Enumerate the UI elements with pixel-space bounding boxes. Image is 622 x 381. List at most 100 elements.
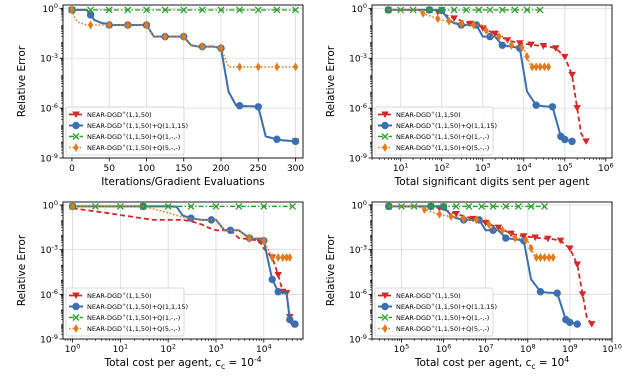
data-point: [256, 62, 261, 71]
data-point: [549, 104, 555, 110]
legend-item-2: NEAR-DGD+(1,1,50)+Q(1,1,15): [69, 121, 188, 130]
x-tick-label: 101: [113, 342, 129, 355]
x-tick-label: 104: [256, 342, 272, 355]
legend-label: NEAR-DGD+(1,1,50)+Q(5,-,-): [87, 143, 180, 152]
x-tick-label: 102: [160, 342, 176, 355]
legend-label: NEAR-DGD+(1,1,50)+Q(1,1,15): [87, 302, 188, 311]
data-point: [562, 136, 568, 142]
data-point: [287, 316, 293, 322]
chart-panel-2: 101 102 103 104 105 106 100 10-3 10-6 10-9 Total s…: [325, 2, 614, 188]
y-tick-label: 100: [42, 2, 58, 15]
legend-label: NEAR-DGD+(1,1,50): [396, 110, 461, 119]
legend: NEAR-DGD+(1,1,50) NEAR-DGD+(1,1,50)+Q(1,1…: [66, 107, 188, 155]
legend-label: NEAR-DGD+(1,1,50)+Q(1,-,-): [396, 132, 489, 141]
data-point: [503, 235, 509, 241]
x-tick-label: 104: [516, 161, 532, 174]
data-point: [568, 72, 576, 79]
x-tick-label: 50: [103, 164, 115, 174]
data-point: [292, 138, 298, 144]
data-point: [435, 14, 440, 23]
y-tick-label: 10-9: [349, 152, 367, 165]
data-point: [542, 203, 548, 209]
data-point: [88, 20, 93, 29]
y-axis-label: Relative Error: [325, 45, 337, 117]
legend-marker: [73, 122, 79, 128]
data-point: [551, 253, 556, 262]
x-axis-label: Total cost per agent, cc = 104: [414, 355, 570, 371]
series-4: [70, 202, 292, 262]
x-tick-label: 109: [562, 342, 578, 355]
data-point: [255, 104, 261, 110]
data-point: [574, 262, 582, 269]
data-point: [554, 290, 560, 296]
data-point: [588, 321, 596, 328]
x-tick-label: 0: [69, 164, 75, 174]
legend: NEAR-DGD+(1,1,50) NEAR-DGD+(1,1,50)+Q(1,1…: [375, 288, 497, 336]
x-tick-label: 106: [598, 161, 614, 174]
data-point: [275, 289, 281, 295]
data-point: [542, 253, 547, 262]
legend-marker: [382, 122, 388, 128]
chart-panel-1: 0 50 100 150 200 250 30010010-310-610-9Iterati…: [16, 2, 304, 188]
legend-label: NEAR-DGD+(1,1,50): [396, 291, 461, 300]
data-point: [582, 138, 590, 145]
legend-label: NEAR-DGD+(1,1,50)+Q(1,-,-): [87, 132, 180, 141]
y-tick-label: 10-3: [40, 244, 58, 257]
legend-label: NEAR-DGD+(1,1,50)+Q(1,1,15): [87, 121, 188, 130]
y-tick-label: 10-3: [349, 244, 367, 257]
x-tick-label: 1010: [602, 342, 622, 355]
x-tick-label: 107: [478, 342, 494, 355]
legend-label: NEAR-DGD+(1,1,50)+Q(5,-,-): [87, 324, 180, 333]
x-axis-label: Total significant digits sent per agent: [394, 176, 590, 188]
y-tick-label: 10-6: [40, 102, 58, 115]
data-point: [566, 245, 574, 252]
y-tick-label: 10-3: [349, 52, 367, 65]
data-point: [274, 62, 279, 71]
legend-marker: [382, 303, 388, 309]
data-point: [276, 253, 281, 262]
x-tick-label: 150: [175, 164, 192, 174]
legend-label: NEAR-DGD+(1,1,50)+Q(5,-,-): [396, 143, 489, 152]
data-point: [292, 321, 298, 327]
x-tick-label: 300: [287, 164, 304, 174]
y-axis-label: Relative Error: [325, 234, 337, 306]
x-tick-label: 101: [393, 161, 409, 174]
legend-item-2: NEAR-DGD+(1,1,50)+Q(1,1,15): [69, 302, 188, 311]
x-tick-label: 100: [138, 164, 155, 174]
y-tick-label: 10-6: [40, 288, 58, 301]
y-tick-label: 100: [42, 199, 58, 212]
chart-panel-4: 105 106 107 108 109 101010010-310-610-9Total …: [325, 199, 622, 371]
chart-panel-3: 100 101 102 103 104 100 10-3 10-6 10-9 Total cost…: [16, 199, 303, 371]
data-point: [567, 319, 573, 325]
legend-item-2: NEAR-DGD+(1,1,50)+Q(1,1,15): [378, 302, 497, 311]
x-tick-label: 103: [475, 161, 491, 174]
data-point: [274, 136, 280, 142]
legend-label: NEAR-DGD+(1,1,50)+Q(1,1,15): [396, 121, 497, 130]
data-point: [437, 210, 442, 219]
legend-marker: [73, 303, 79, 309]
x-tick-label: 108: [520, 342, 536, 355]
y-tick-label: 10-6: [349, 288, 367, 301]
x-tick-label: 105: [394, 342, 410, 355]
data-point: [237, 62, 242, 71]
legend-label: NEAR-DGD+(1,1,50)+Q(5,-,-): [396, 324, 489, 333]
x-tick-label: 100: [65, 342, 81, 355]
y-tick-label: 10-9: [40, 152, 58, 165]
y-tick-label: 10-9: [349, 333, 367, 346]
x-tick-label: 106: [436, 342, 452, 355]
x-axis-label: Iterations/Gradient Evaluations: [101, 176, 264, 188]
data-point: [561, 54, 569, 61]
legend: NEAR-DGD+(1,1,50) NEAR-DGD+(1,1,50)+Q(1,1…: [66, 288, 188, 336]
series-4: [388, 9, 551, 72]
legend-label: NEAR-DGD+(1,1,50)+Q(1,-,-): [87, 313, 180, 322]
data-point: [499, 42, 505, 48]
data-point: [569, 138, 575, 144]
data-point: [287, 253, 292, 262]
y-axis-label: Relative Error: [16, 234, 28, 306]
y-tick-label: 10-9: [40, 333, 58, 346]
legend-label: NEAR-DGD+(1,1,50): [87, 291, 152, 300]
series-4: [389, 205, 556, 262]
y-tick-label: 10-3: [40, 52, 58, 65]
data-point: [269, 276, 275, 282]
x-tick-label: 250: [250, 164, 267, 174]
